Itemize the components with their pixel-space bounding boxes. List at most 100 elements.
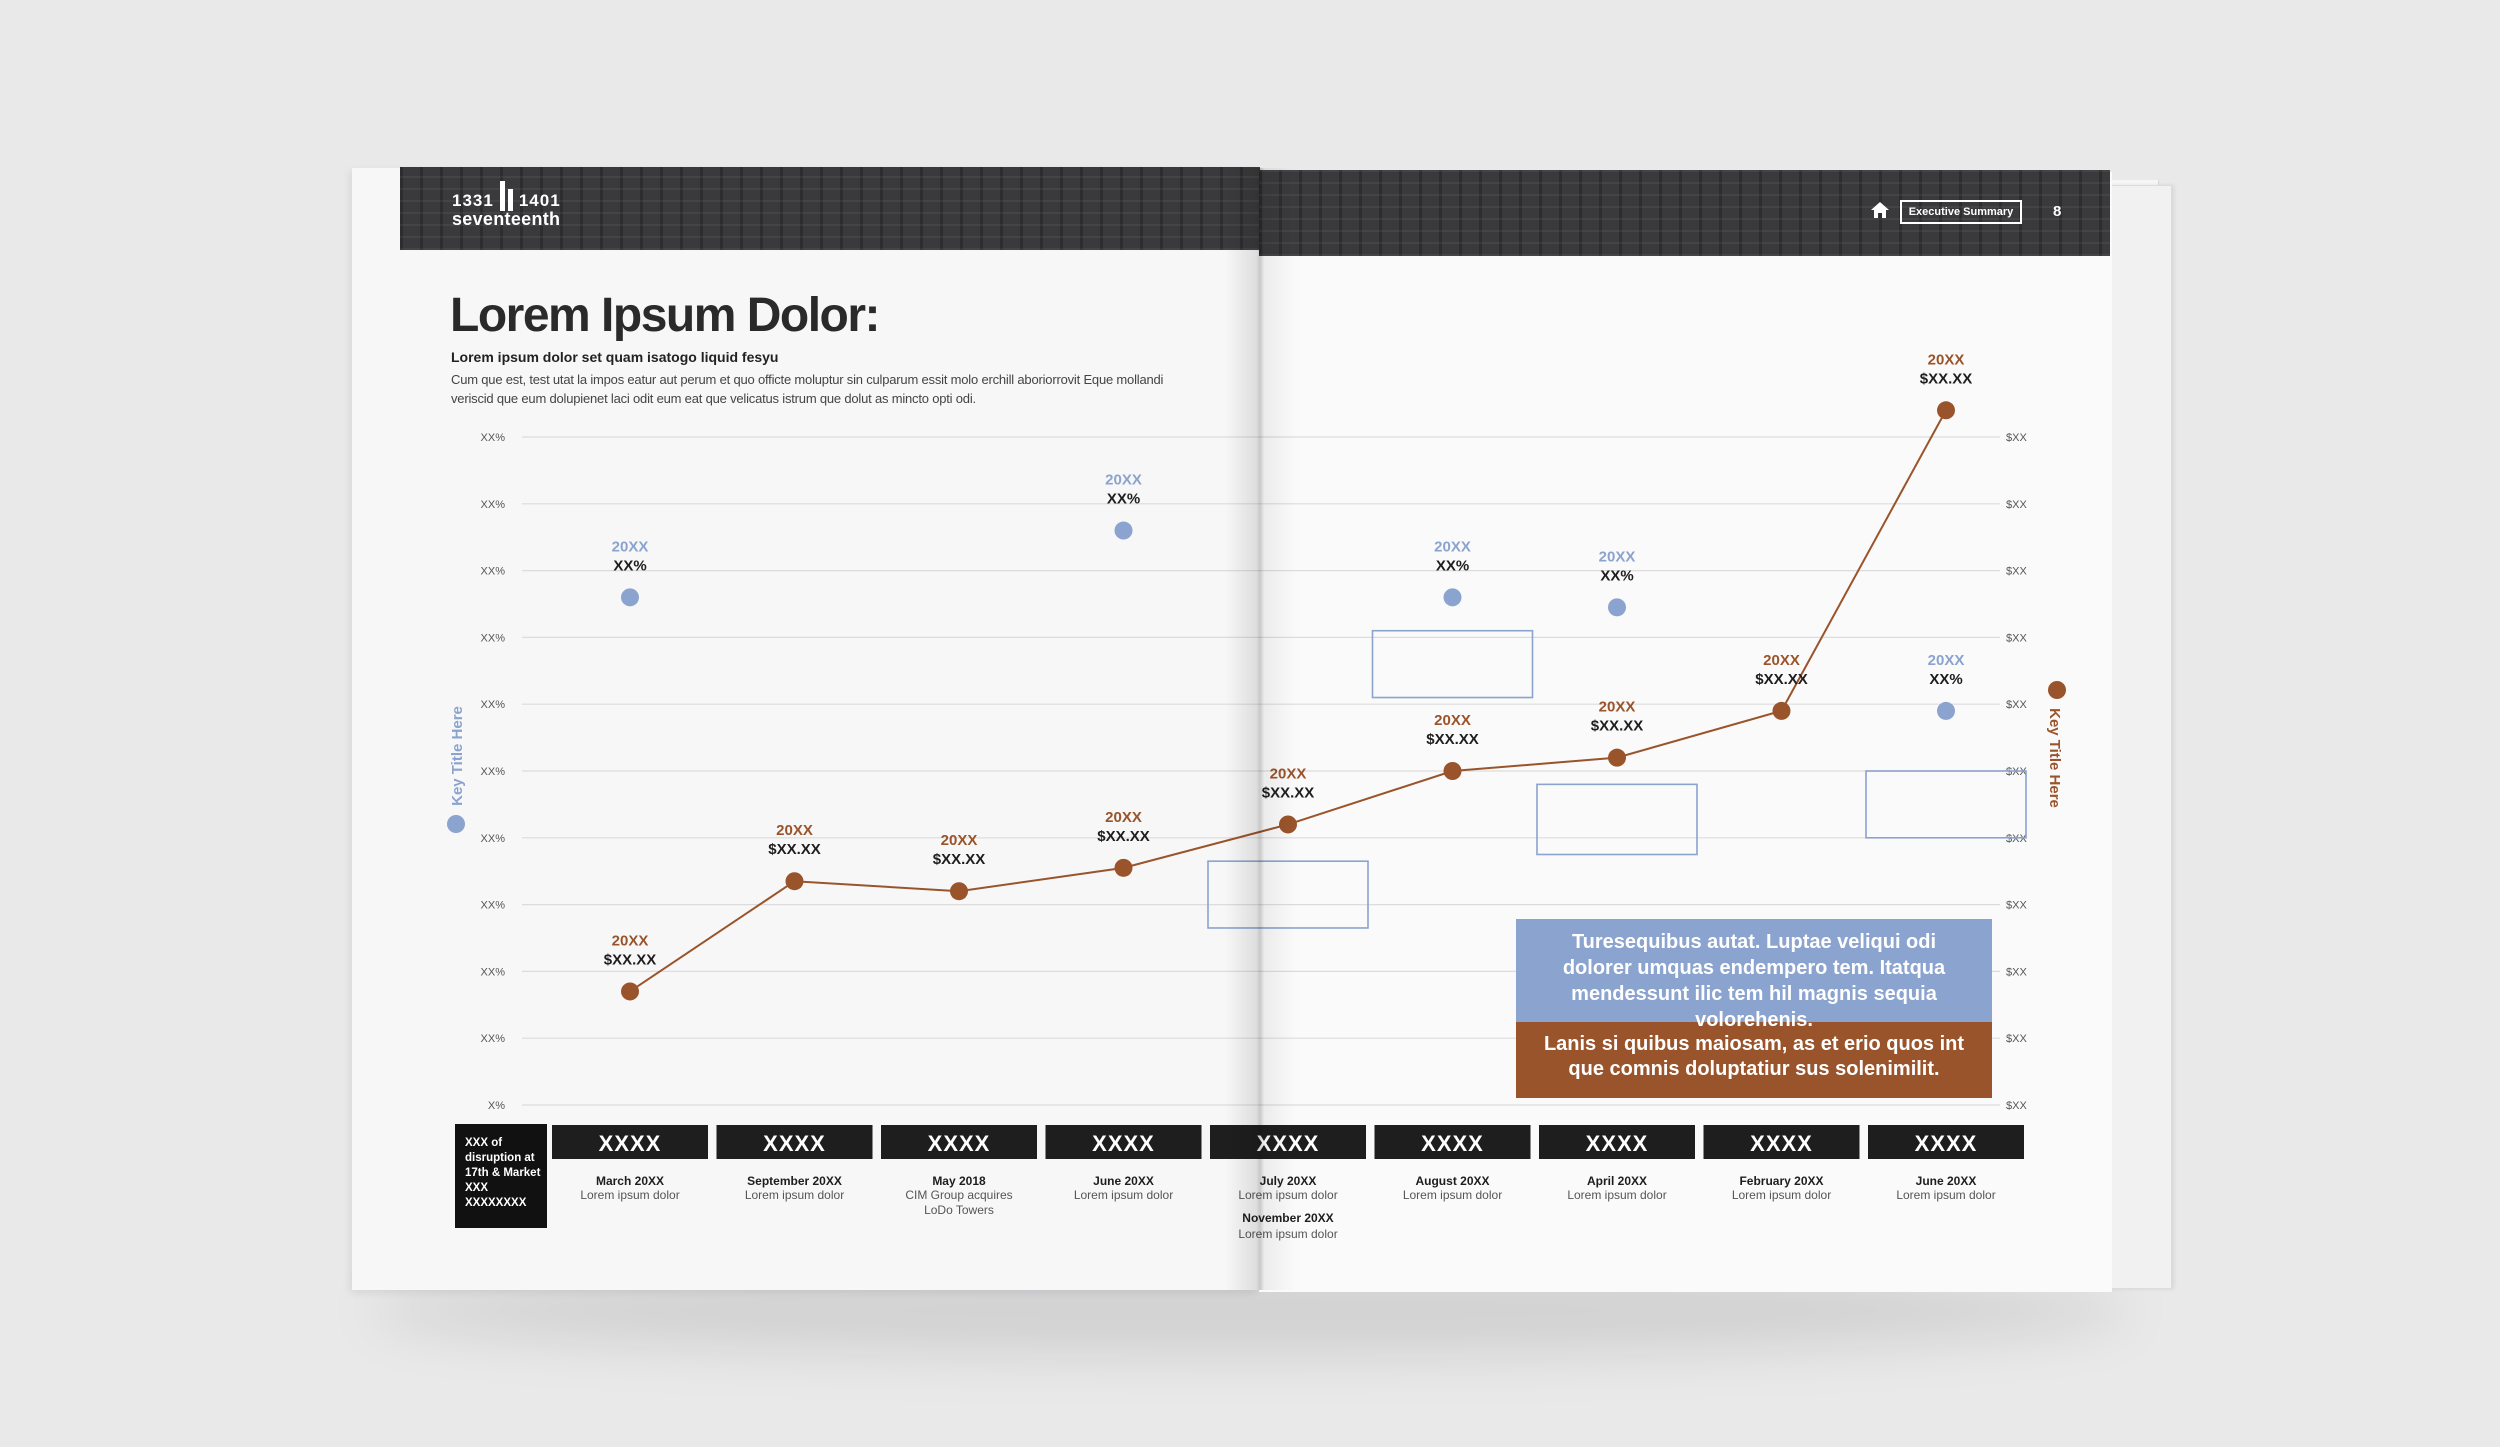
category-bar: [1210, 1125, 1366, 1159]
data-year-label: 20XX: [1763, 652, 1800, 669]
intro-paragraph: Cum que est, test utat la impos eatur au…: [451, 372, 1164, 406]
left-tick-label: X%: [488, 1100, 505, 1112]
category-label: XXXX: [1750, 1131, 1813, 1156]
category-date: June 20XX: [1916, 1174, 1977, 1188]
data-point-left: [1443, 588, 1462, 607]
data-year-label: 20XX: [1105, 472, 1142, 489]
data-value-label: XX%: [1929, 671, 1962, 688]
data-year-label: 20XX: [1928, 351, 1965, 368]
category-desc: Lorem ipsum dolor: [580, 1188, 679, 1202]
extra-event-date: November 20XX: [1242, 1211, 1333, 1225]
data-value-label: $XX.XX: [1755, 671, 1808, 688]
left-tick-label: XX%: [481, 766, 506, 778]
right-tick-label: $XX: [2006, 766, 2027, 778]
range-box: [1865, 770, 2027, 839]
data-year-label: 20XX: [1928, 652, 1965, 669]
data-point-left: [1937, 701, 1955, 720]
left-tick-label: XX%: [481, 1033, 506, 1045]
data-year-label: 20XX: [776, 822, 813, 839]
right-tick-label: $XX: [2006, 566, 2027, 578]
data-point-left: [1114, 521, 1133, 540]
data-point-right: [1772, 701, 1791, 720]
category-desc: Lorem ipsum dolor: [1896, 1188, 1995, 1202]
category-date: June 20XX: [1093, 1174, 1154, 1188]
left-tick-label: XX%: [481, 499, 506, 511]
disruption-line: 17th & Market: [465, 1167, 541, 1179]
right-tick-label: $XX: [2006, 900, 2027, 912]
right-tick-label: $XX: [2006, 833, 2027, 845]
right-tick-label: $XX: [2006, 699, 2027, 711]
range-box-layer: [1207, 629, 2027, 929]
left-tick-label: XX%: [481, 966, 506, 978]
category-date: July 20XX: [1260, 1174, 1317, 1188]
grid-layer: [522, 436, 2000, 1106]
range-box: [1536, 783, 1698, 856]
category-label: XXXX: [928, 1131, 991, 1156]
header-band-left: [400, 167, 1260, 250]
data-year-label: 20XX: [1599, 699, 1636, 716]
range-box: [1207, 860, 1369, 929]
logo-bars-icon: [499, 181, 513, 211]
point-layer: 20XX XX% 20XX XX% 20XX XX% 20XX XX% 20XX XX% 20XX $…: [604, 351, 1973, 1001]
left-key-dot: [447, 815, 465, 833]
category-label: XXXX: [1092, 1131, 1155, 1156]
data-point-right: [1443, 762, 1462, 780]
data-year-label: 20XX: [1270, 765, 1307, 782]
axis-key-layer: Key Title Here Key Title Here: [447, 681, 2066, 833]
category-desc: Lorem ipsum dolor: [1567, 1188, 1666, 1202]
callout-orange-text: Lanis si quibus maiosam, as et erio quos…: [1516, 1022, 1992, 1098]
data-year-label: 20XX: [1434, 538, 1471, 555]
home-icon[interactable]: [1870, 201, 1890, 219]
right-tick-label: $XX: [2006, 432, 2027, 444]
header-band-right: [1259, 170, 2110, 256]
left-tick-label: XX%: [481, 900, 506, 912]
data-value-label: $XX.XX: [604, 951, 657, 968]
data-year-label: 20XX: [941, 832, 978, 849]
right-tick-label: $XX: [2006, 632, 2027, 644]
callout-blue-text: Turesequibus autat. Luptae veliqui odi d…: [1516, 919, 1992, 1031]
right-tick-label: $XX: [2006, 966, 2027, 978]
data-value-label: XX%: [1107, 491, 1140, 508]
left-tick-label: XX%: [481, 833, 506, 845]
category-date: September 20XX: [747, 1174, 842, 1188]
category-desc: LoDo Towers: [924, 1203, 994, 1217]
left-tick-label: XX%: [481, 566, 506, 578]
data-point-right: [785, 872, 804, 891]
data-point-right: [1608, 748, 1626, 767]
data-year-label: 20XX: [1105, 809, 1142, 826]
data-year-label: 20XX: [612, 538, 649, 555]
category-desc: Lorem ipsum dolor: [1403, 1188, 1502, 1202]
category-date: August 20XX: [1415, 1174, 1489, 1188]
category-desc: Lorem ipsum dolor: [1238, 1188, 1337, 1202]
right-tick-label: $XX: [2006, 499, 2027, 511]
category-bar: [716, 1125, 873, 1159]
category-label: XXXX: [1421, 1131, 1484, 1156]
data-point-right: [1279, 815, 1297, 834]
category-desc: Lorem ipsum dolor: [745, 1188, 844, 1202]
left-tick-label: XX%: [481, 432, 506, 444]
data-value-label: $XX.XX: [1920, 370, 1973, 387]
category-label: XXXX: [763, 1131, 826, 1156]
right-axis-title: Key Title Here: [2046, 708, 2063, 808]
section-label[interactable]: Executive Summary: [1900, 200, 2022, 224]
category-bar: [1539, 1125, 1695, 1159]
data-value-label: XX%: [1600, 567, 1633, 584]
category-date: May 2018: [932, 1174, 986, 1188]
data-value-label: $XX.XX: [1591, 718, 1644, 735]
logo-word: seventeenth: [452, 209, 561, 229]
data-point-right: [1937, 401, 1955, 420]
page-subtitle: Lorem ipsum dolor set quam isatogo liqui…: [451, 349, 779, 365]
right-tick-label: $XX: [2006, 1100, 2027, 1112]
right-key-dot: [2048, 681, 2066, 699]
disruption-line: XXX of: [465, 1137, 503, 1149]
category-desc: Lorem ipsum dolor: [1732, 1188, 1831, 1202]
callout-box: Turesequibus autat. Luptae veliqui odi d…: [1516, 919, 1992, 1098]
data-value-label: $XX.XX: [768, 841, 821, 858]
page-title: Lorem Ipsum Dolor:: [450, 289, 881, 342]
disruption-line: disruption at: [465, 1152, 535, 1164]
category-date: February 20XX: [1739, 1174, 1823, 1188]
data-point-right: [950, 882, 968, 901]
disruption-line: XXX: [465, 1182, 489, 1194]
category-bar: [1045, 1125, 1202, 1159]
